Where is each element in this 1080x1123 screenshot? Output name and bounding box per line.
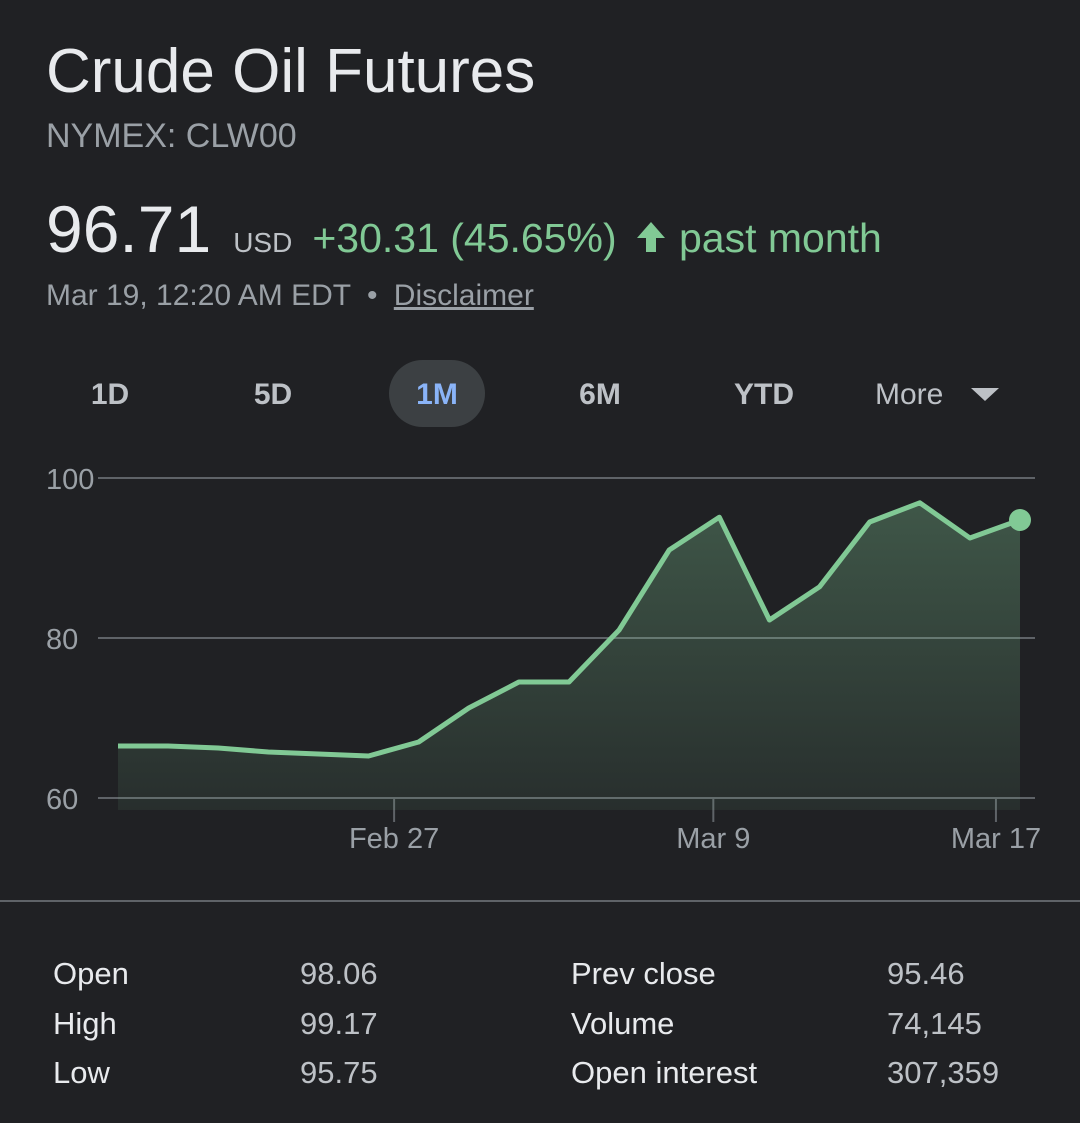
x-tick-label: Feb 27 xyxy=(349,823,439,855)
title: Crude Oil Futures xyxy=(46,37,535,106)
range-tab[interactable]: 6M xyxy=(579,378,621,411)
stat-value: 98.06 xyxy=(300,956,378,991)
x-tick-label: Mar 9 xyxy=(676,823,750,855)
disclaimer-link[interactable]: Disclaimer xyxy=(394,279,534,312)
range-tab[interactable]: 5D xyxy=(254,378,292,411)
stat-value: 307,359 xyxy=(887,1055,999,1090)
stat-value: 95.75 xyxy=(300,1055,378,1090)
y-tick-label: 80 xyxy=(46,624,78,656)
period: past month xyxy=(679,215,882,261)
chart: 60 80 100 Feb 27 Mar 9 Mar 17 xyxy=(46,464,1041,855)
stats-table: Open 98.06 Prev close 95.46 High 99.17 Volume 7… xyxy=(53,956,999,1090)
x-tick-label: Mar 17 xyxy=(951,823,1041,855)
y-tick-label: 60 xyxy=(46,784,78,816)
stat-value: 74,145 xyxy=(887,1006,982,1041)
timestamp-line: Mar 19, 12:20 AM EDT • Disclaimer xyxy=(46,279,534,312)
range-tabs: 1D 5D 1M 6M YTD More xyxy=(91,360,999,427)
currency: USD xyxy=(233,227,292,258)
stat-label: Open interest xyxy=(571,1055,757,1090)
stat-value: 99.17 xyxy=(300,1006,378,1041)
area xyxy=(118,502,1020,810)
price: 96.71 xyxy=(46,192,211,266)
last-point xyxy=(1009,509,1031,531)
stat-label: Open xyxy=(53,956,129,991)
change: +30.31 (45.65%) xyxy=(312,215,616,261)
up-arrow xyxy=(637,222,665,252)
stat-label: High xyxy=(53,1006,117,1041)
active-tab-bg xyxy=(389,360,485,427)
y-tick-label: 100 xyxy=(46,464,94,496)
dropdown-caret xyxy=(971,388,999,401)
range-tab[interactable]: YTD xyxy=(734,378,794,411)
range-tab[interactable]: 1M xyxy=(416,378,458,411)
separator: • xyxy=(367,279,378,312)
stat-label: Volume xyxy=(571,1006,674,1041)
stat-label: Prev close xyxy=(571,956,716,991)
range-tab[interactable]: More xyxy=(875,378,943,411)
price-line xyxy=(118,500,1021,759)
symbol: NYMEX: CLW00 xyxy=(46,117,297,155)
quote-line: 96.71 USD +30.31 (45.65%) xyxy=(46,192,617,266)
stat-value: 95.46 xyxy=(887,956,965,991)
stat-label: Low xyxy=(53,1055,110,1090)
timestamp: Mar 19, 12:20 AM EDT xyxy=(46,279,351,312)
range-tab[interactable]: 1D xyxy=(91,378,129,411)
